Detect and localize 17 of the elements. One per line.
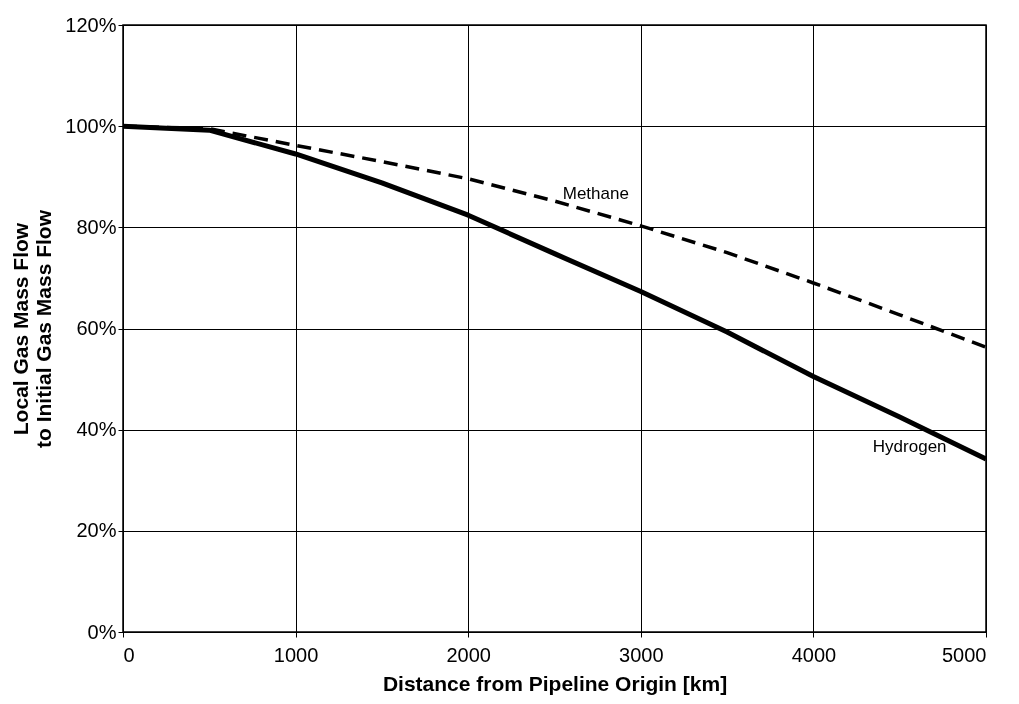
series-label: Methane: [562, 183, 629, 203]
x-tick-label: 4000: [791, 643, 837, 666]
y-tick-label: 60%: [76, 317, 117, 339]
y-tick-label: 40%: [76, 418, 117, 441]
x-axis-title: Distance from Pipeline Origin [km]: [382, 671, 728, 695]
y-tick-label: 100%: [65, 114, 117, 137]
x-tick-label: 2000: [446, 643, 491, 666]
y-tick-label: 80%: [76, 215, 117, 238]
series-label: Hydrogen: [872, 437, 947, 457]
y-tick-label: 120%: [65, 13, 117, 36]
x-tick-label: 3000: [619, 643, 664, 666]
x-tick-label: 0: [123, 643, 135, 666]
y-tick-label: 0%: [87, 620, 117, 643]
x-tick-label: 1000: [273, 643, 319, 666]
y-tick-label: 20%: [76, 519, 117, 542]
y-axis-title: Local Gas Mass Flow to Initial Gas Mass Flow: [9, 209, 56, 449]
x-tick-label: 5000: [942, 643, 987, 666]
